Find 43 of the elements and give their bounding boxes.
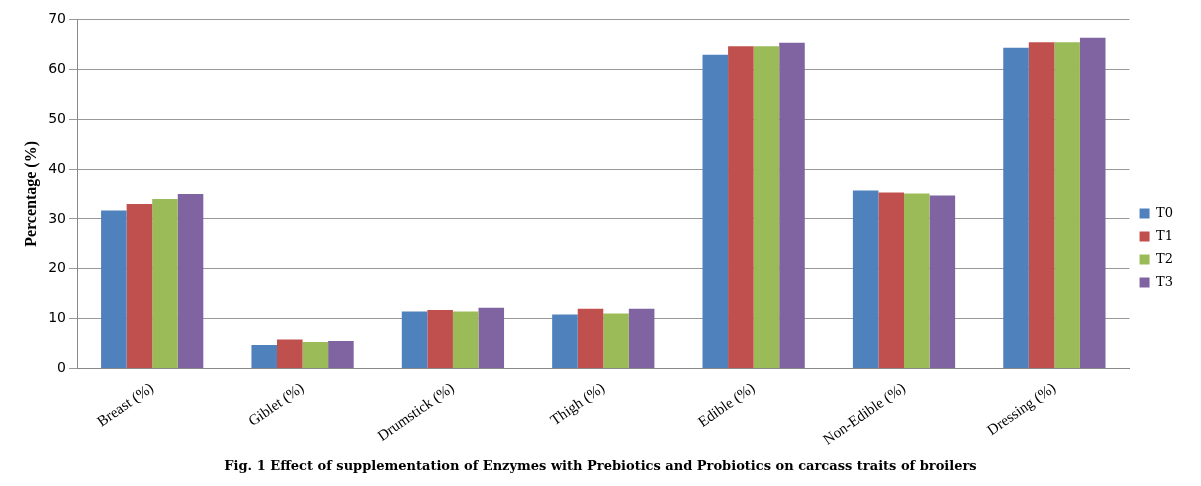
bar xyxy=(401,311,428,368)
bar xyxy=(101,210,127,368)
bar xyxy=(878,192,905,368)
bar xyxy=(728,46,754,368)
y-tick-label: 40 xyxy=(48,159,67,176)
bar xyxy=(452,311,479,368)
bar xyxy=(779,42,805,368)
bar xyxy=(478,307,505,368)
bar xyxy=(753,46,780,368)
bar xyxy=(852,190,879,368)
y-tick-label: 10 xyxy=(48,309,67,326)
bar xyxy=(577,308,604,368)
bar xyxy=(277,339,303,368)
y-tick-label: 70 xyxy=(48,10,67,27)
bar xyxy=(427,310,453,368)
y-tick-label: 50 xyxy=(48,109,67,126)
legend-label: T1 xyxy=(1156,227,1174,243)
y-tick-label: 20 xyxy=(48,259,67,276)
y-axis-title: Percentage (%) xyxy=(21,141,40,247)
bar xyxy=(1054,42,1080,368)
bar xyxy=(177,193,204,368)
legend-label: T2 xyxy=(1156,250,1174,266)
bar xyxy=(628,308,655,368)
y-tick-label: 60 xyxy=(48,59,67,76)
bar xyxy=(302,342,329,368)
bar xyxy=(702,54,729,368)
bar xyxy=(1028,42,1055,368)
bar xyxy=(552,314,578,368)
bar xyxy=(1079,37,1106,368)
legend-label: T3 xyxy=(1156,273,1174,289)
legend-label: T0 xyxy=(1156,204,1174,220)
bar xyxy=(1003,47,1029,368)
bar xyxy=(328,341,354,368)
text: Fig. 1 Effect of supplementation of Enzymes with Prebiotics and Probiotics on carcass traits of broilers xyxy=(224,457,977,473)
y-tick-label: 0 xyxy=(57,359,67,376)
y-tick-label: 30 xyxy=(48,209,67,226)
bar xyxy=(603,313,629,368)
bar xyxy=(929,195,956,368)
bar xyxy=(904,193,930,368)
bar xyxy=(152,198,178,368)
bar xyxy=(126,203,153,368)
bar xyxy=(251,345,277,368)
x-tick-label: Thigh (%) xyxy=(547,379,608,429)
